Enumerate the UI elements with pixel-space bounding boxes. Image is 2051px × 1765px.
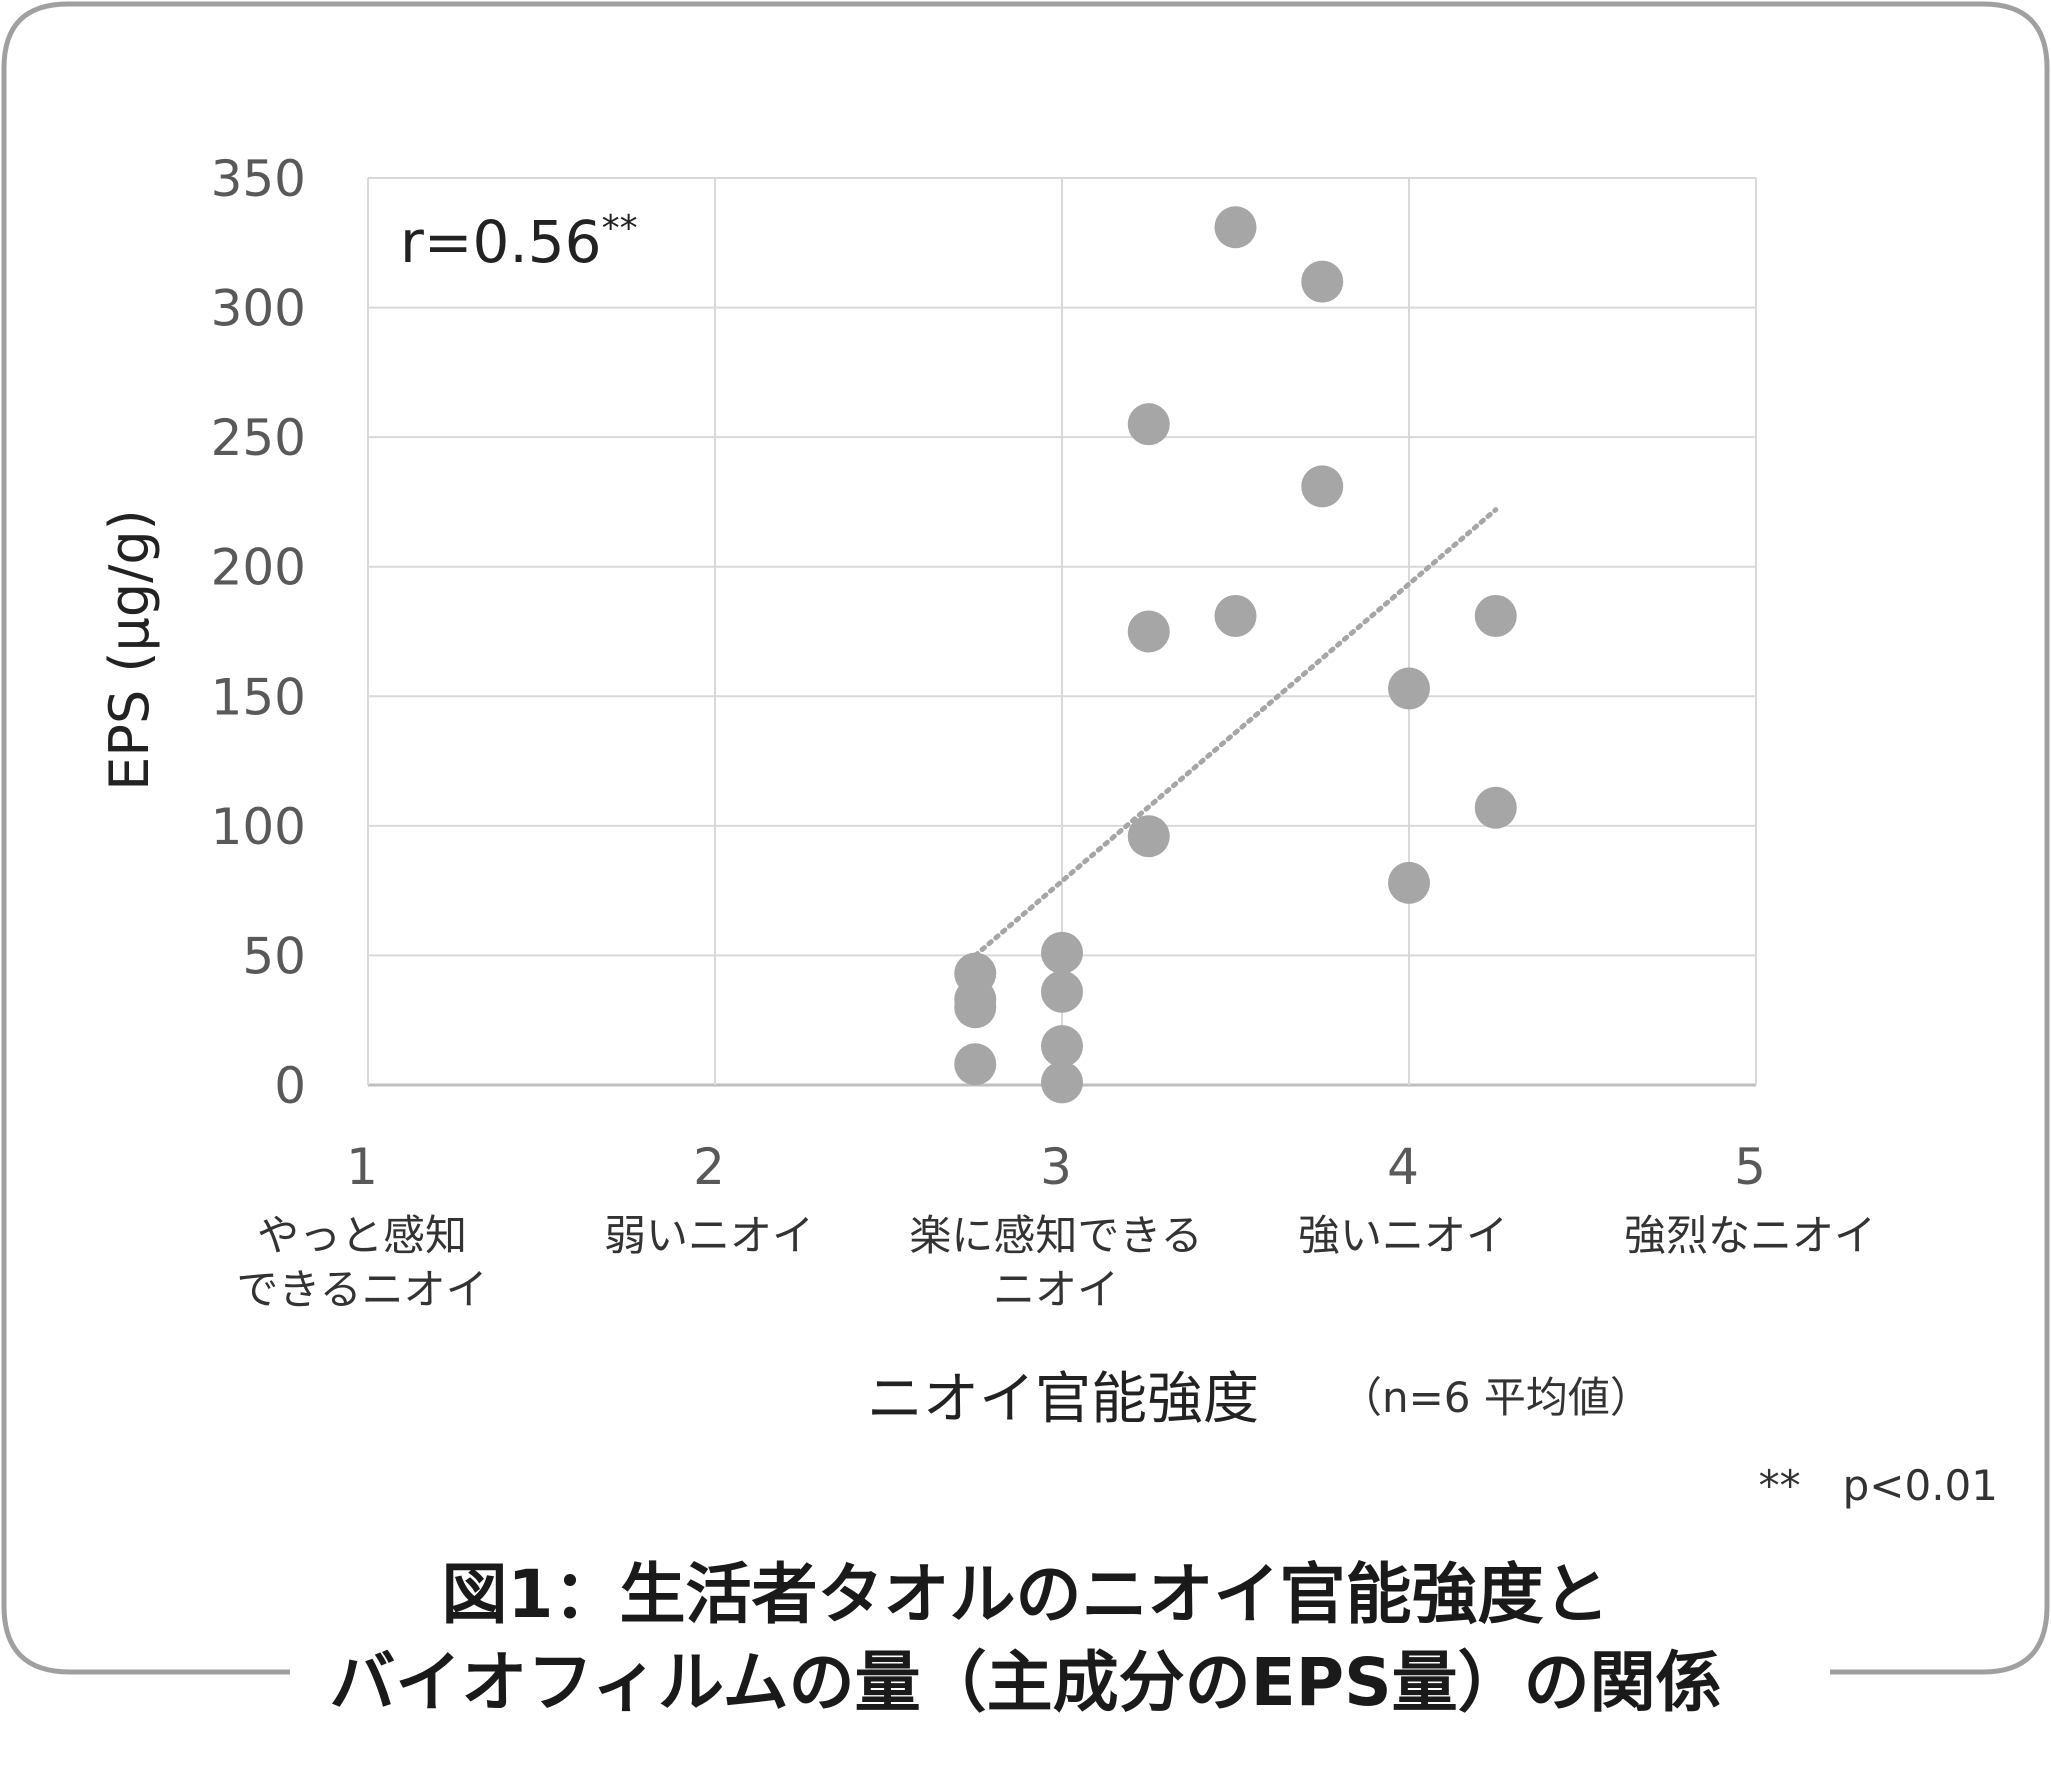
trendline-layer — [972, 507, 1499, 958]
scatter-point — [954, 986, 997, 1029]
x-tick-label: 1 — [346, 1138, 378, 1196]
trendline — [972, 507, 1499, 958]
figure-caption-line-1: 図1：生活者タオルのニオイ官能強度と — [441, 1556, 1610, 1633]
scatter-point — [1127, 610, 1170, 653]
grid-lines — [367, 177, 1757, 1087]
scatter-point — [1214, 594, 1257, 637]
scatter-point — [954, 1043, 997, 1086]
x-axis-label-note: （n=6 平均値） — [1340, 1373, 1652, 1422]
x-category-description: できるニオイ — [236, 1265, 487, 1314]
x-axis-label: ニオイ官能強度 — [867, 1367, 1259, 1432]
scatter-point — [1127, 403, 1170, 446]
y-tick-label: 300 — [211, 280, 306, 338]
scatter-point — [1041, 931, 1083, 974]
y-tick-label: 50 — [242, 927, 306, 985]
x-tick-label: 2 — [693, 1138, 725, 1196]
scatter-point — [1127, 815, 1170, 858]
scatter-point — [1041, 970, 1083, 1013]
y-tick-label: 250 — [211, 409, 306, 467]
rounded-border — [1, 1, 2050, 1675]
x-category-description: 強いニオイ — [1298, 1211, 1508, 1260]
x-category-description: 強烈なニオイ — [1624, 1211, 1876, 1260]
figure-caption-line-2-text: バイオフィルムの量（主成分のEPS量）の関係 — [309, 1644, 1742, 1721]
scatter-point — [1301, 465, 1344, 508]
figure-caption-line-2: バイオフィルムの量（主成分のEPS量）の関係 — [0, 1643, 2051, 1723]
data-points — [954, 206, 1517, 1104]
y-tick-label: 100 — [211, 798, 306, 856]
x-category-description: ニオイ — [993, 1265, 1119, 1314]
y-tick-label: 350 — [211, 150, 306, 208]
x-tick-label: 4 — [1387, 1138, 1419, 1196]
scatter-point — [1474, 594, 1517, 637]
y-tick-label: 0 — [274, 1057, 306, 1115]
scatter-point — [1301, 260, 1344, 303]
scatter-point — [1388, 667, 1430, 710]
y-axis-label: EPS (μg/g) — [98, 509, 161, 790]
scatter-point — [1214, 206, 1257, 249]
scatter-point — [1388, 861, 1430, 904]
significance-note: ** p<0.01 — [1759, 1461, 1998, 1510]
y-tick-label: 200 — [211, 539, 306, 597]
scatter-point — [1041, 1061, 1083, 1104]
x-tick-label: 5 — [1734, 1138, 1766, 1196]
correlation-annotation: r=0.56** — [400, 208, 638, 276]
x-category-description: 楽に感知できる — [909, 1211, 1202, 1260]
y-tick-label: 150 — [211, 668, 306, 726]
x-tick-label: 3 — [1040, 1138, 1072, 1196]
x-category-description: やっと感知 — [257, 1211, 467, 1260]
scatter-point — [1474, 786, 1517, 829]
scatter-point — [1041, 1025, 1083, 1068]
x-category-description: 弱いニオイ — [604, 1211, 814, 1260]
